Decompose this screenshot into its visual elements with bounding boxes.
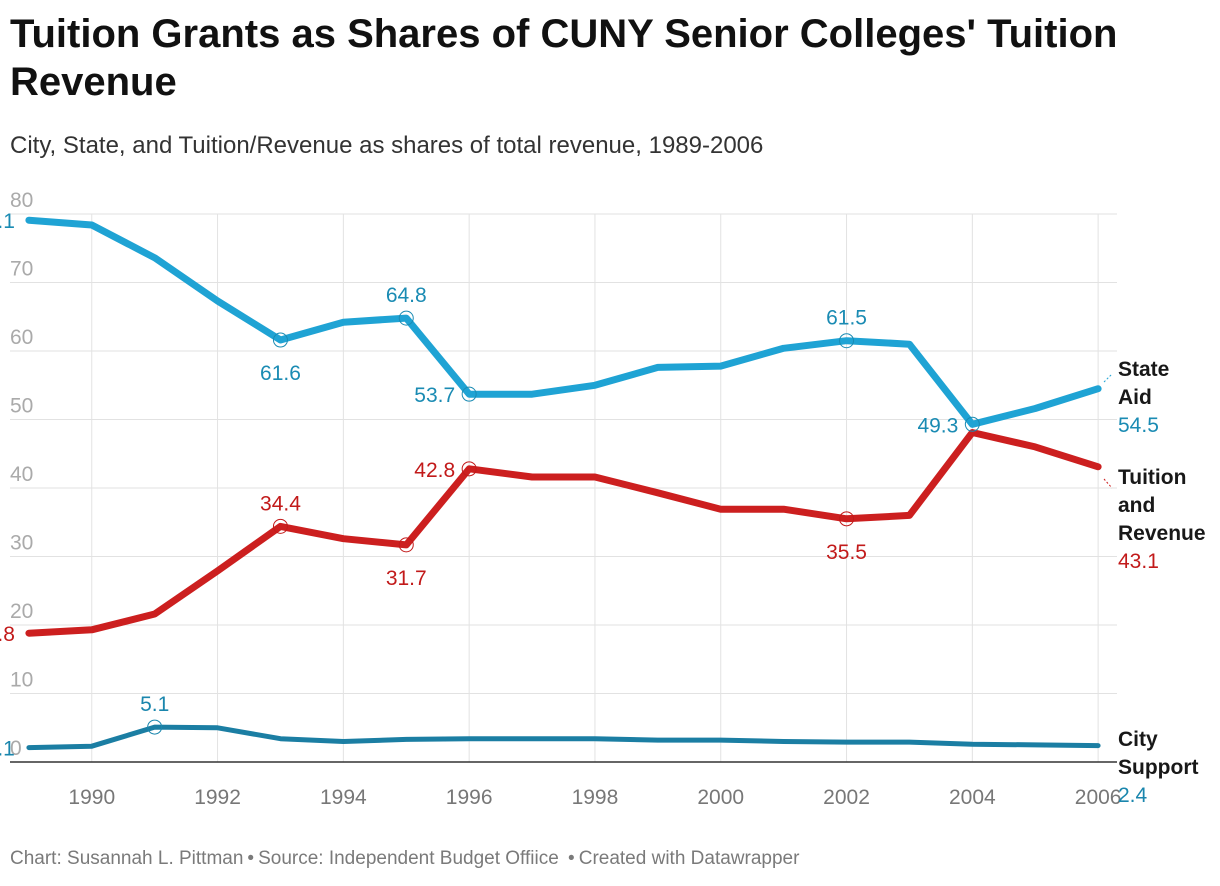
x-tick-label: 1996: [446, 786, 493, 809]
x-tick-label: 1992: [194, 786, 241, 809]
x-tick-label: 2000: [697, 786, 744, 809]
annotation-marker: [461, 461, 477, 477]
data-label: 64.8: [386, 284, 427, 307]
x-tick-label: 2004: [949, 786, 996, 809]
x-tick-label: 2006: [1075, 786, 1122, 809]
data-label: 42.8: [414, 459, 455, 482]
data-label: 35.5: [826, 541, 867, 564]
data-label: 61.5: [826, 307, 867, 330]
footer-credit: Created with Datawrapper: [578, 848, 800, 869]
annotation-marker: [272, 518, 288, 534]
y-tick-label: 20: [10, 600, 33, 623]
series-name-state: State: [1118, 358, 1169, 381]
series-name-city: City: [1118, 728, 1158, 751]
series-line-state: [25, 216, 1102, 428]
annotation-marker: [398, 310, 414, 326]
data-label: 18.8: [0, 623, 15, 646]
series-end-value-city: 2.4: [1118, 784, 1148, 807]
label-leader-line: [1103, 478, 1113, 489]
data-label: 61.6: [260, 362, 301, 385]
y-tick-label: 30: [10, 532, 33, 555]
annotation-marker: [461, 386, 477, 402]
chart-subtitle: City, State, and Tuition/Revenue as shar…: [10, 132, 764, 159]
data-label: 53.7: [414, 384, 455, 407]
line-chart: 0 10 20 30 40 50 60 70 80 1990 1992 1994 1996 1998 200…: [0, 189, 1206, 809]
series-end-value-state: 54.5: [1118, 414, 1159, 437]
annotation-marker: [839, 511, 855, 527]
series-end-value-tuition: 43.1: [1118, 550, 1159, 573]
y-tick-label: 50: [10, 395, 33, 418]
label-leader-line: [1103, 373, 1113, 383]
series-name-tuition: and: [1118, 494, 1155, 517]
data-label: 2.1: [0, 738, 15, 761]
annotation-marker: [964, 416, 980, 432]
data-label: 49.3: [917, 414, 958, 437]
annotation-marker: [147, 719, 163, 735]
y-tick-label: 10: [10, 669, 33, 692]
x-tick-label: 1990: [68, 786, 115, 809]
series-name-tuition: Tuition: [1118, 466, 1186, 489]
series-line-tuition: [25, 429, 1102, 637]
y-tick-label: 80: [10, 189, 33, 212]
y-tick-label: 60: [10, 326, 33, 349]
x-tick-label: 1994: [320, 786, 367, 809]
data-label: 5.1: [140, 693, 169, 716]
series-name-state: Aid: [1118, 386, 1152, 409]
chart-title: Tuition Grants as Shares of CUNY Senior …: [10, 12, 1118, 104]
series-line-city: [26, 724, 1101, 751]
y-tick-label: 70: [10, 258, 33, 281]
annotation-marker: [398, 537, 414, 553]
series-name-tuition: Revenue: [1118, 522, 1206, 545]
annotation-marker: [272, 332, 288, 348]
data-label: 34.4: [260, 492, 301, 515]
x-tick-label: 1998: [572, 786, 619, 809]
footer-source: Source: Independent Budget Offiice: [258, 848, 559, 869]
annotation-marker: [839, 333, 855, 349]
x-tick-label: 2002: [823, 786, 870, 809]
data-label: 31.7: [386, 567, 427, 590]
y-tick-label: 0: [10, 737, 22, 760]
series-name-city: Support: [1118, 756, 1198, 779]
chart-footer: Chart: Susannah L. Pittman • Source: Indep…: [10, 848, 800, 869]
footer-author: Chart: Susannah L. Pittman: [10, 848, 244, 869]
data-label: 79.1: [0, 210, 15, 233]
y-tick-label: 40: [10, 463, 33, 486]
